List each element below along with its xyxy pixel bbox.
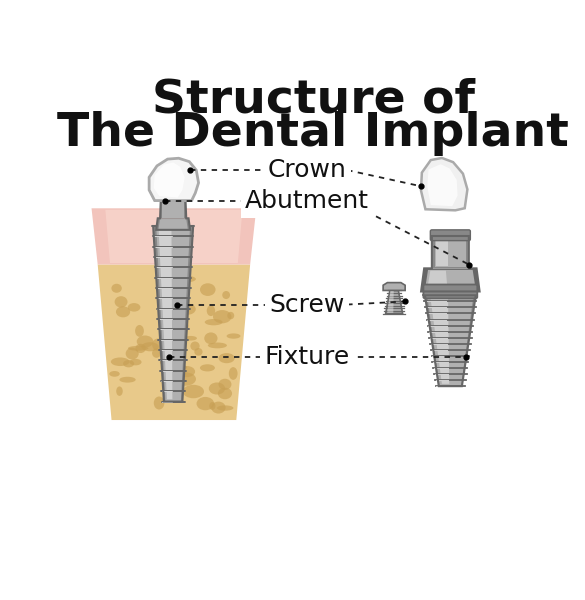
Ellipse shape [111,358,129,366]
FancyBboxPatch shape [431,230,470,241]
Polygon shape [156,226,190,401]
Text: Fixture: Fixture [264,345,350,369]
Ellipse shape [109,371,120,377]
Ellipse shape [226,334,240,338]
Ellipse shape [170,364,187,370]
Ellipse shape [152,338,164,351]
Polygon shape [163,200,184,218]
Polygon shape [435,238,466,267]
Ellipse shape [209,402,215,410]
Ellipse shape [152,349,161,358]
Ellipse shape [200,364,215,371]
Polygon shape [98,265,250,420]
Ellipse shape [116,307,130,317]
Ellipse shape [222,291,230,299]
Text: Structure of: Structure of [152,78,475,123]
Ellipse shape [128,303,140,311]
Ellipse shape [197,397,214,410]
Polygon shape [427,271,448,289]
Ellipse shape [163,304,175,317]
Polygon shape [105,210,242,263]
Ellipse shape [129,359,142,365]
Ellipse shape [116,386,123,396]
Ellipse shape [135,344,146,353]
Polygon shape [427,164,457,206]
Ellipse shape [170,320,188,333]
Ellipse shape [183,385,204,398]
Text: The Dental Implant: The Dental Implant [57,111,569,156]
Polygon shape [432,236,469,268]
Ellipse shape [177,304,196,315]
Ellipse shape [128,346,149,351]
Polygon shape [153,226,193,401]
Text: Screw: Screw [270,293,345,317]
Polygon shape [156,218,190,230]
Polygon shape [149,158,198,200]
Text: Abutment: Abutment [245,190,369,214]
Ellipse shape [141,342,159,351]
Polygon shape [425,295,476,386]
Ellipse shape [209,382,225,395]
Ellipse shape [154,397,164,410]
Ellipse shape [184,336,197,341]
Polygon shape [421,158,467,211]
Ellipse shape [219,353,235,363]
Polygon shape [383,283,405,290]
Polygon shape [91,208,256,265]
Ellipse shape [175,373,196,386]
Ellipse shape [227,312,234,319]
Ellipse shape [177,385,184,392]
Ellipse shape [208,343,227,349]
Ellipse shape [213,310,232,323]
Ellipse shape [181,273,191,283]
Ellipse shape [126,347,139,359]
Ellipse shape [207,305,215,316]
Ellipse shape [205,319,223,325]
Ellipse shape [161,322,168,335]
Ellipse shape [137,335,153,347]
Text: Crown: Crown [268,158,346,182]
Ellipse shape [229,367,238,380]
Polygon shape [386,290,402,314]
Ellipse shape [178,366,195,377]
Ellipse shape [119,377,136,383]
Ellipse shape [218,388,232,399]
Polygon shape [427,295,473,386]
Polygon shape [431,297,449,384]
Polygon shape [154,163,185,197]
FancyBboxPatch shape [424,284,477,298]
Polygon shape [387,291,394,313]
Polygon shape [159,219,188,229]
Ellipse shape [115,296,128,307]
Ellipse shape [194,348,202,356]
Ellipse shape [190,341,199,350]
Polygon shape [159,227,173,399]
Polygon shape [436,238,449,266]
Ellipse shape [218,379,232,390]
Polygon shape [160,199,186,218]
Ellipse shape [160,358,176,367]
Ellipse shape [111,284,122,293]
Ellipse shape [174,275,196,283]
Ellipse shape [135,325,144,337]
Polygon shape [425,270,476,290]
Ellipse shape [123,360,134,367]
Ellipse shape [211,401,226,413]
Ellipse shape [204,332,218,344]
Ellipse shape [200,283,215,296]
Ellipse shape [217,406,233,410]
Polygon shape [421,268,480,292]
